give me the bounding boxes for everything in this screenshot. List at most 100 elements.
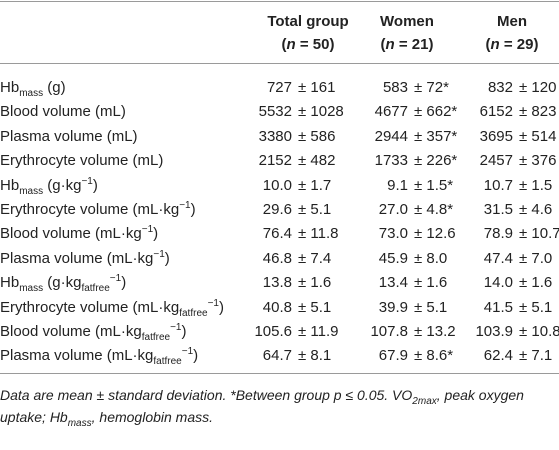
cell-mean: 103.9 <box>475 323 513 340</box>
cell-sd: ± 226* <box>414 152 458 170</box>
text-segment: fatfree <box>141 332 171 343</box>
row-label: Erythrocyte volume (mL) <box>0 152 163 170</box>
text-segment: Blood volume (mL·kg <box>0 323 142 340</box>
cell-mean: 31.5 <box>483 201 513 218</box>
cell-sd: ± 357* <box>414 127 458 145</box>
text-segment: −1 <box>153 248 165 260</box>
cell-sd: ± 13.2 <box>414 323 456 340</box>
cell-mean: 727 <box>266 79 292 96</box>
cell-sd: ± 662* <box>414 103 458 121</box>
text-segment: , hemoglobin mass. <box>91 409 214 425</box>
cell-mean: 2152 <box>258 152 292 170</box>
text-segment: Blood volume (mL·kg <box>0 225 142 243</box>
cell-mean: 6152 <box>479 103 513 121</box>
cell-sd: ± 1.5 <box>519 176 553 194</box>
cell-mean: 9.1 <box>387 176 408 194</box>
text-segment: (g·kg <box>43 176 82 194</box>
text-segment: (g·kg <box>43 274 82 292</box>
cell-sd: ± 514 <box>519 127 557 145</box>
row-label: Hbmass (g·kgfatfree−1) <box>0 274 127 294</box>
text-segment: mass <box>19 88 44 99</box>
cell-mean: 64.7 <box>262 347 292 365</box>
text-segment: Plasma volume (mL·kg <box>0 249 154 267</box>
row-label: Erythrocyte volume (mL·kg−1) <box>0 201 196 219</box>
cell-mean: 105.6 <box>254 323 292 340</box>
cell-sd: ± 7.1 <box>519 347 553 365</box>
text-segment: −1 <box>141 224 154 236</box>
cell-sd: ± 120 <box>519 79 557 96</box>
row-label: Blood volume (mL·kg−1) <box>0 225 158 243</box>
text-segment: fatfree <box>179 307 208 319</box>
cell-mean: 3695 <box>479 127 513 145</box>
cell-mean: 10.0 <box>262 176 292 194</box>
text-segment: n <box>490 36 500 53</box>
text-segment: fatfree <box>153 356 182 368</box>
cell-mean: 583 <box>382 79 408 96</box>
cell-mean: 29.6 <box>262 201 292 218</box>
cell-mean: 10.7 <box>483 176 513 194</box>
row-label: Plasma volume (mL·kgfatfree−1) <box>0 346 198 368</box>
row-label: Erythrocyte volume (mL·kgfatfree−1) <box>0 297 224 319</box>
text-segment: −1 <box>207 297 219 309</box>
text-segment: −1 <box>179 200 191 211</box>
text-segment: ) <box>92 176 98 194</box>
text-segment: mass <box>19 185 44 197</box>
text-segment: Hb <box>0 176 20 194</box>
text-segment: = 29) <box>499 36 539 53</box>
cell-sd: ± 72* <box>414 79 449 96</box>
text-segment: Hb <box>0 274 20 292</box>
cell-sd: ± 376 <box>519 152 557 170</box>
text-segment: n <box>385 36 395 53</box>
cell-sd: ± 161 <box>298 79 336 96</box>
text-segment: Erythrocyte volume (mL·kg <box>0 201 180 218</box>
cell-mean: 39.9 <box>378 298 408 316</box>
text-segment: ) <box>181 323 187 340</box>
rule-header <box>0 63 559 64</box>
cell-sd: ± 5.1 <box>414 298 448 316</box>
cell-sd: ± 8.1 <box>298 347 332 365</box>
cell-mean: 3380 <box>258 127 292 145</box>
text-segment: (g) <box>43 79 66 96</box>
cell-sd: ± 10.7 <box>519 225 559 243</box>
cell-mean: 14.0 <box>483 274 513 292</box>
text-segment: Erythrocyte volume (mL) <box>0 152 164 170</box>
cell-mean: 46.8 <box>262 249 292 267</box>
text-segment: n <box>286 36 296 53</box>
text-segment: −1 <box>170 322 182 333</box>
cell-mean: 4677 <box>374 103 408 121</box>
cell-sd: ± 1.5* <box>414 176 454 194</box>
cell-sd: ± 5.1 <box>298 298 332 316</box>
text-segment: ) <box>218 298 224 316</box>
cell-sd: ± 7.4 <box>298 249 332 267</box>
text-segment: Data are mean ± standard deviation. *Bet… <box>0 387 413 403</box>
text-segment: −1 <box>181 346 194 358</box>
cell-sd: ± 1.6 <box>519 274 553 292</box>
footnote: Data are mean ± standard deviation. *Bet… <box>0 384 548 428</box>
cell-sd: ± 5.1 <box>519 298 553 316</box>
cell-mean: 107.8 <box>370 323 408 340</box>
text-segment: 2max <box>412 395 437 407</box>
cell-sd: ± 8.6* <box>414 347 454 365</box>
text-segment: Blood volume (mL) <box>0 103 126 121</box>
cell-sd: ± 823 <box>519 103 557 121</box>
text-segment: mass <box>67 417 92 429</box>
row-label: Hbmass (g·kg−1) <box>0 176 98 197</box>
rule-top <box>0 1 559 2</box>
cell-mean: 73.0 <box>378 225 408 243</box>
text-segment: ( <box>485 36 491 53</box>
text-segment: Erythrocyte volume (mL·kg <box>0 298 180 316</box>
cell-mean: 832 <box>487 79 513 96</box>
cell-mean: 62.4 <box>483 347 513 365</box>
text-segment: ) <box>164 249 170 267</box>
row-label: Blood volume (mL) <box>0 103 126 121</box>
cell-sd: ± 1.6 <box>298 274 332 292</box>
cell-mean: 27.0 <box>378 201 408 218</box>
cell-sd: ± 1.6 <box>414 274 448 292</box>
row-label: Hbmass (g) <box>0 79 66 99</box>
text-segment: ) <box>153 225 159 243</box>
text-segment: ) <box>121 274 127 292</box>
text-segment: , peak oxygen uptake; Hb <box>0 387 524 425</box>
cell-sd: ± 5.1 <box>298 201 332 218</box>
cell-sd: ± 11.9 <box>298 323 339 340</box>
